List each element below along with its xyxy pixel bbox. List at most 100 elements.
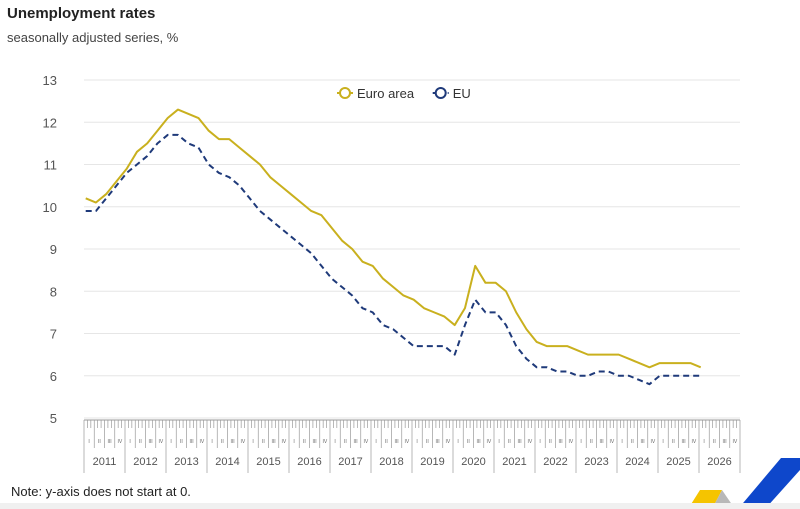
y-tick-label: 6 [50,369,57,384]
quarter-label: II [590,439,593,445]
quarter-label: IV [118,439,123,445]
quarter-label: II [631,439,634,445]
year-label: 2025 [666,456,690,468]
quarter-label: I [88,439,89,445]
quarter-label: IV [159,439,164,445]
y-tick-label: 10 [43,200,57,215]
quarter-label: III [313,439,317,445]
quarter-label: III [518,439,522,445]
y-tick-label: 8 [50,284,57,299]
year-label: 2017 [338,456,362,468]
quarter-label: III [231,439,235,445]
quarter-label: IV [282,439,287,445]
y-tick-label: 12 [43,115,57,130]
quarter-label: I [252,439,253,445]
y-tick-label: 9 [50,242,57,257]
quarter-label: II [221,439,224,445]
quarter-label: I [293,439,294,445]
quarter-label: I [416,439,417,445]
year-label: 2019 [420,456,444,468]
quarter-label: IV [692,439,697,445]
chart-subtitle: seasonally adjusted series, % [7,30,179,45]
year-label: 2016 [297,456,321,468]
quarter-label: II [508,439,511,445]
y-tick-label: 13 [43,73,57,88]
quarter-label: IV [569,439,574,445]
quarter-label: I [662,439,663,445]
quarter-label: IV [733,439,738,445]
quarter-label: IV [651,439,656,445]
quarter-label: II [549,439,552,445]
axis-note: Note: y-axis does not start at 0. [11,484,191,499]
quarter-label: II [344,439,347,445]
quarter-label: III [108,439,112,445]
bottom-bar [0,503,800,509]
series-line-eu [85,133,701,386]
legend-marker [339,87,351,99]
year-label: 2011 [93,456,117,468]
quarter-label: II [303,439,306,445]
quarter-label: IV [405,439,410,445]
quarter-label: II [672,439,675,445]
year-label: 2023 [584,456,608,468]
quarter-label: II [180,439,183,445]
quarter-label: III [600,439,604,445]
quarter-label: IV [446,439,451,445]
quarter-label: IV [528,439,533,445]
chart-title: Unemployment rates [7,5,156,22]
quarter-label: IV [200,439,205,445]
quarter-label: I [580,439,581,445]
quarter-label: III [272,439,276,445]
quarter-label: III [395,439,399,445]
quarter-label: II [98,439,101,445]
y-tick-label: 11 [44,158,58,173]
year-label: 2022 [543,456,567,468]
quarter-label: III [723,439,727,445]
year-label: 2024 [625,456,649,468]
quarter-label: III [682,439,686,445]
quarter-label: II [713,439,716,445]
legend-label: EU [453,86,471,101]
year-label: 2026 [707,456,731,468]
quarter-label: I [334,439,335,445]
quarter-label: III [149,439,153,445]
quarter-label: III [559,439,563,445]
quarter-label: IV [487,439,492,445]
y-tick-label: 7 [50,327,57,342]
quarter-label: I [539,439,540,445]
y-tick-label: 5 [50,411,57,426]
year-label: 2018 [379,456,403,468]
quarter-label: I [211,439,212,445]
quarter-label: IV [610,439,615,445]
quarter-label: IV [364,439,369,445]
quarter-label: II [139,439,142,445]
legend-marker [434,87,447,99]
logo-blue-shape [738,458,800,509]
legend-label: Euro area [357,86,415,101]
quarter-label: I [703,439,704,445]
quarter-label: I [375,439,376,445]
year-label: 2015 [256,456,280,468]
quarter-label: I [498,439,499,445]
quarter-label: I [129,439,130,445]
quarter-label: II [385,439,388,445]
quarter-label: I [621,439,622,445]
quarter-label: III [190,439,194,445]
quarter-label: II [262,439,265,445]
quarter-label: I [170,439,171,445]
quarter-label: IV [323,439,328,445]
year-label: 2020 [461,456,485,468]
quarter-label: II [426,439,429,445]
year-label: 2013 [174,456,198,468]
quarter-label: III [436,439,440,445]
quarter-label: III [641,439,645,445]
year-label: 2014 [215,456,239,468]
quarter-label: III [477,439,481,445]
year-label: 2012 [133,456,157,468]
quarter-label: I [457,439,458,445]
quarter-label: II [467,439,470,445]
quarter-label: IV [241,439,246,445]
quarter-label: III [354,439,358,445]
year-label: 2021 [502,456,526,468]
